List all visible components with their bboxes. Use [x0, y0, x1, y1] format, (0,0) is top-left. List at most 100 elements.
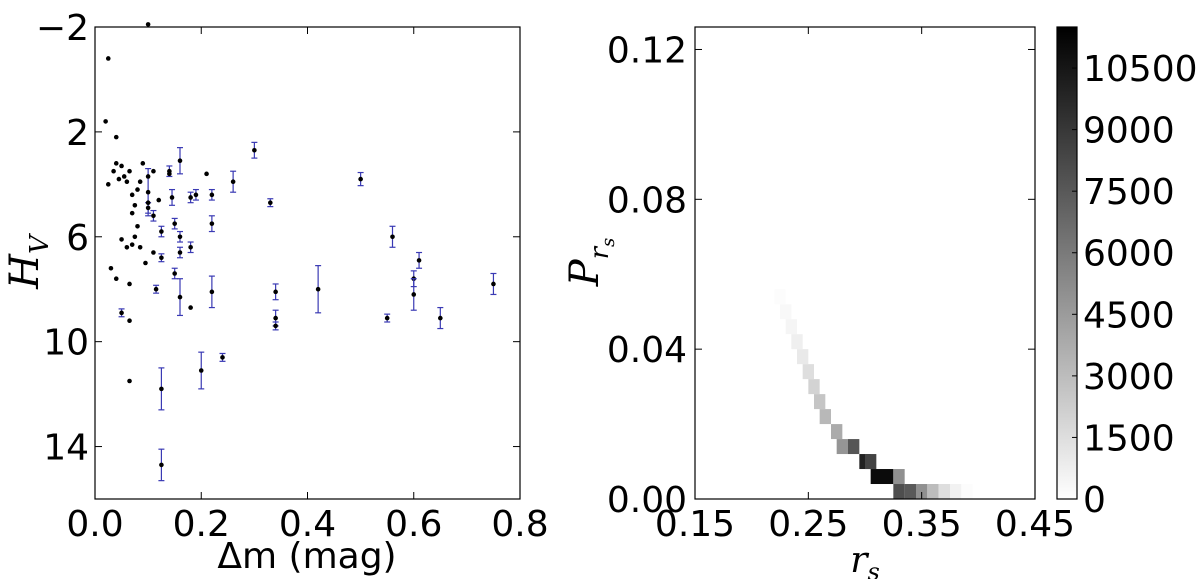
data-point [177, 294, 183, 300]
y-tick-label: 6 [66, 218, 89, 259]
heatmap-cell [802, 364, 814, 380]
data-point [119, 310, 124, 316]
errorbar-point [198, 351, 205, 390]
data-point [491, 281, 496, 287]
data-point [145, 200, 151, 205]
errorbar-point [384, 313, 391, 323]
errorbar-point [118, 308, 125, 318]
heatmap-x-axis-label-main: r [850, 540, 869, 579]
data-point [209, 289, 215, 295]
errorbar-point [158, 448, 165, 482]
x-tick-label: 0.25 [768, 504, 848, 545]
scatter-x-axis-label: Δm (mag) [217, 536, 396, 577]
x-tick-label: 0.4 [279, 504, 336, 545]
errorbar-point [219, 352, 226, 362]
colorbar-tick-label: 3000 [1083, 357, 1175, 398]
errorbar-point [490, 272, 497, 296]
data-point [127, 318, 132, 323]
heatmap-cell [927, 484, 939, 499]
data-point [177, 234, 183, 240]
heatmap-plot-frame [694, 26, 1036, 500]
data-point [193, 192, 199, 198]
heatmap-cell [870, 469, 882, 485]
data-point [145, 174, 151, 179]
x-tick-label: 0.35 [882, 504, 962, 545]
colorbar: 0 1500 3000 4500 6000 7500 9000 10500 [1056, 26, 1198, 521]
data-point [113, 134, 119, 140]
scatter-y-axis-label: HV [2, 233, 55, 290]
errorbar-point [158, 367, 165, 411]
data-point [135, 187, 140, 192]
data-point [172, 221, 177, 226]
data-point [153, 286, 159, 292]
y-tick-label: 0.12 [607, 30, 687, 71]
data-point [127, 378, 132, 384]
errorbar-point [208, 275, 215, 309]
data-point [209, 192, 215, 198]
data-point [129, 242, 135, 247]
x-tick-label: 0.8 [491, 504, 548, 545]
y-tick-label: −2 [36, 8, 89, 49]
y-tick-label: 2 [66, 113, 89, 154]
heatmap-cell [785, 319, 797, 335]
data-point [156, 197, 162, 203]
x-tick-label: 0.6 [385, 504, 442, 545]
x-tick-label: 0.45 [995, 504, 1075, 545]
data-point [103, 119, 108, 124]
errorbar-point [177, 278, 183, 317]
scatter-y-axis-label-main: H [2, 253, 48, 290]
errorbar-point [357, 171, 364, 187]
y-tick-label: 0.08 [607, 180, 687, 221]
errorbar-point [187, 241, 194, 254]
data-point [167, 171, 172, 177]
heatmap-x-axis-label-sub: s [867, 558, 879, 579]
data-point [268, 200, 273, 205]
heatmap-cell [808, 379, 820, 395]
data-point [105, 182, 111, 187]
data-point [143, 260, 148, 266]
colorbar-tick-label: 4500 [1083, 295, 1175, 336]
data-point [105, 56, 111, 61]
data-point [159, 229, 164, 234]
data-point [390, 234, 395, 240]
data-point [119, 163, 124, 169]
scatter-panel: 0.0 0.2 0.4 0.6 0.8 −2 2 6 10 14 Δm (mag) HV [2, 8, 549, 577]
heatmap-cell [961, 484, 973, 499]
heatmap-cell [831, 424, 843, 440]
errorbar-point [177, 147, 183, 175]
data-point [113, 276, 119, 282]
heatmap-cell [836, 439, 848, 455]
scatter-plot-frame [94, 26, 521, 500]
data-point [204, 171, 209, 177]
errorbar-point [230, 170, 237, 193]
errorbar-point [389, 225, 396, 248]
errorbar-point [171, 267, 178, 280]
heatmap-y-axis-label: Prs [562, 238, 619, 288]
data-point [124, 244, 130, 250]
heatmap-cell [780, 304, 792, 320]
errorbar-point [187, 191, 194, 204]
data-point [177, 250, 183, 255]
data-point [172, 271, 177, 276]
data-point [129, 210, 135, 216]
data-point [119, 237, 124, 242]
data-point [384, 315, 390, 321]
data-point [151, 213, 156, 219]
errorbar-point [416, 251, 423, 269]
data-point [127, 168, 132, 174]
errorbar-point [171, 217, 178, 230]
data-point [188, 305, 193, 310]
data-point [220, 355, 225, 360]
errorbar-point [251, 141, 258, 159]
data-point [124, 179, 130, 185]
heatmap-x-axis-label: rs [850, 540, 880, 579]
data-point [108, 265, 114, 271]
x-tick-label: 0.15 [655, 504, 735, 545]
errorbar-point [267, 198, 274, 208]
data-point [151, 250, 156, 255]
data-point [135, 223, 140, 229]
data-point [230, 179, 236, 185]
heatmap-cell [893, 484, 905, 499]
data-point [209, 221, 215, 226]
errorbar-point [177, 246, 183, 259]
